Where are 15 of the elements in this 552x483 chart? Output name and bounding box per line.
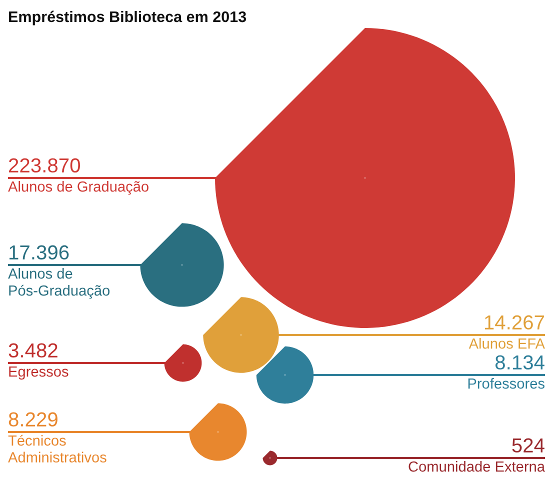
data-label: 3.482 (8, 343, 58, 358)
category-label: Técnicos Administrativos (8, 434, 106, 462)
category-label: Alunos de Graduação (8, 181, 148, 195)
data-label: 8.134 (495, 355, 544, 370)
data-label: 17.396 (10, 245, 69, 260)
text: Empréstimos Biblioteca em 2013 (9, 10, 246, 26)
data-label: 223.870 (9, 158, 80, 173)
data-label: 8.229 (8, 412, 58, 427)
data-label: 14.267 (484, 315, 544, 330)
category-label: Comunidade Externa (408, 461, 546, 472)
category-label: Professores (468, 378, 544, 389)
data-label: 524 (512, 438, 544, 453)
category-label: Alunos EFA (468, 338, 545, 349)
category-label: Alunos de Pós-Graduação (8, 268, 110, 299)
category-label: Egressos (9, 366, 68, 380)
